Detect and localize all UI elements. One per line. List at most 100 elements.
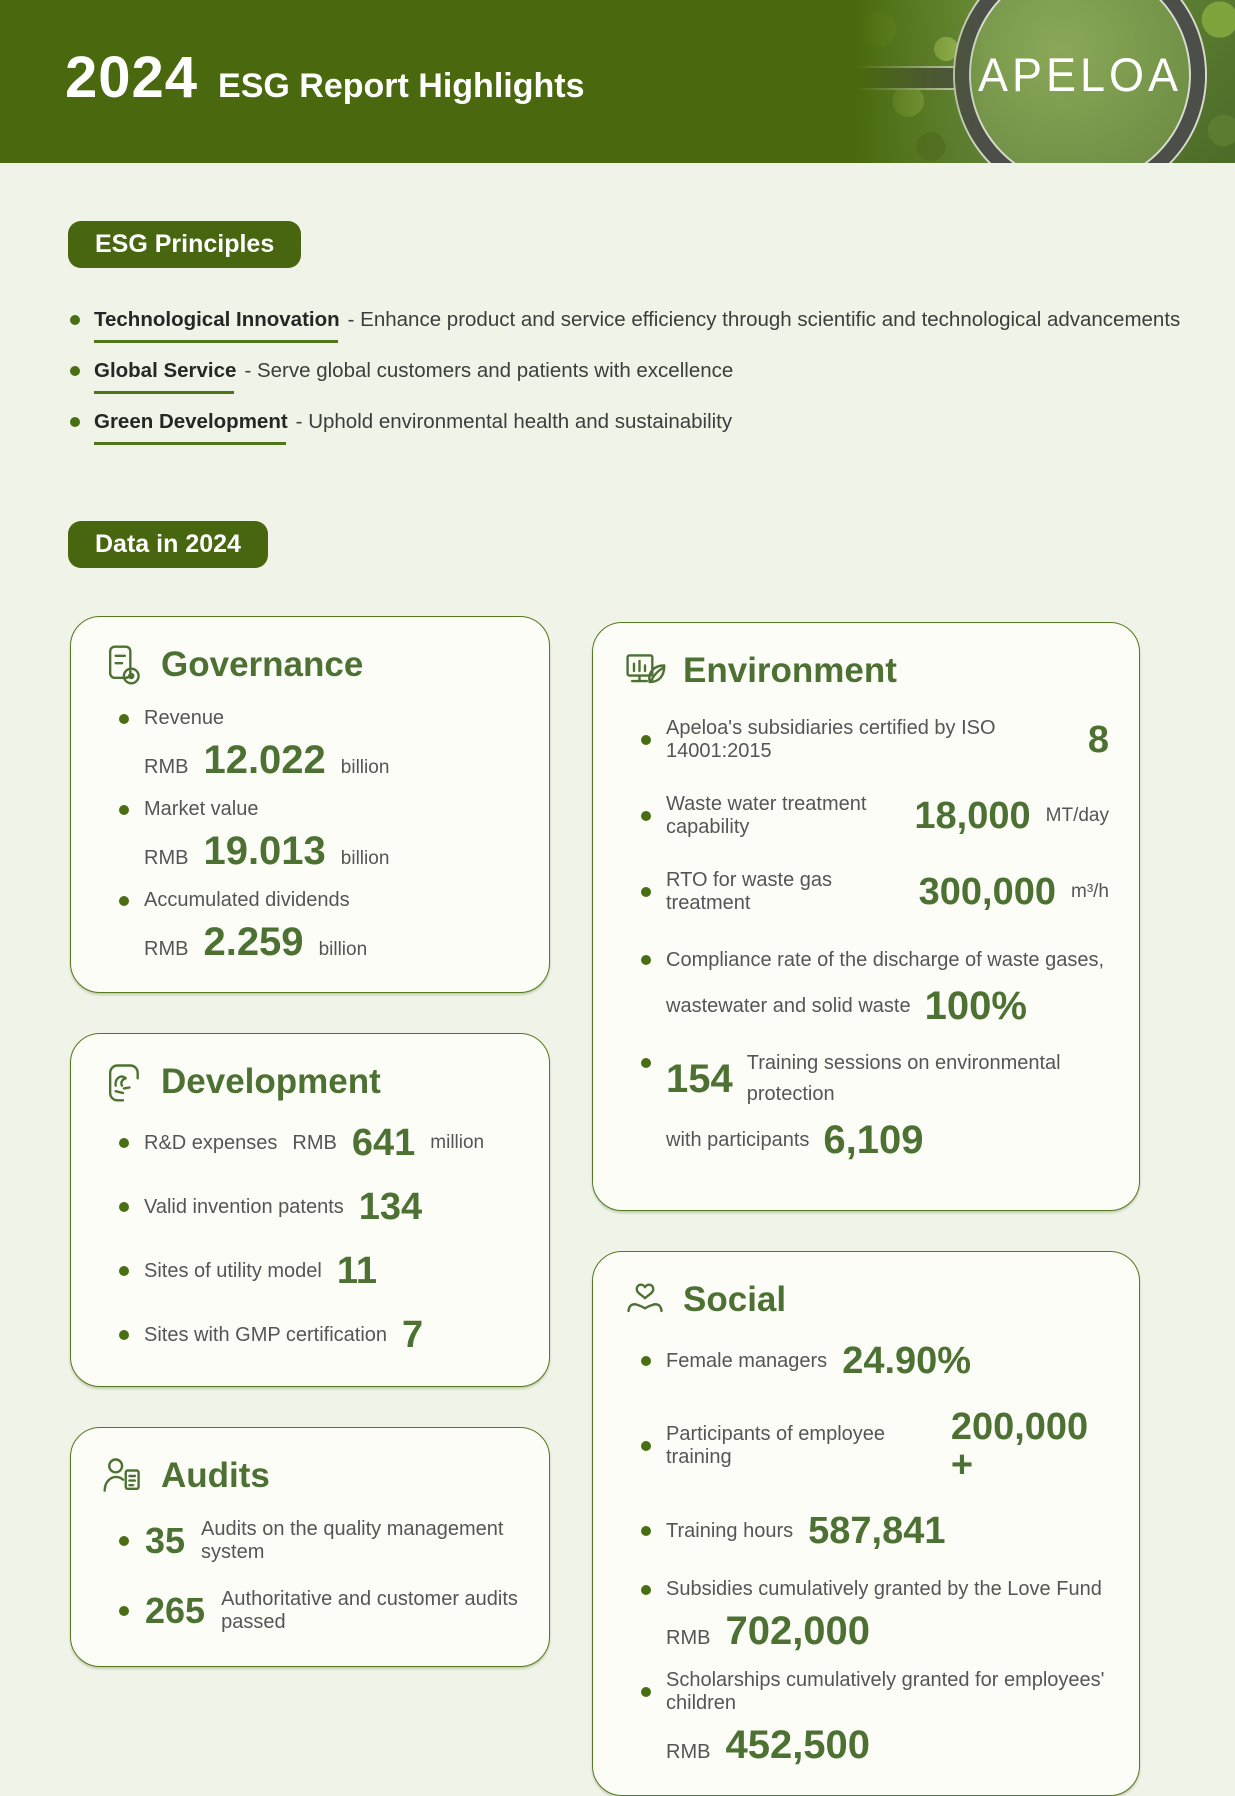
stat-value: 18,000 <box>914 795 1031 837</box>
bullet-icon <box>641 887 651 897</box>
report-year: 2024 <box>65 45 199 110</box>
stat-value: 300,000 <box>918 871 1056 913</box>
stat-value: 452,500 <box>725 1723 871 1767</box>
person-document-icon <box>101 1454 145 1498</box>
stat-value: 154 <box>666 1057 733 1101</box>
governance-card-header: Governance <box>101 643 519 687</box>
page-title: ESG Report Highlights <box>218 67 585 105</box>
left-column: Governance Revenue RMB 12.022 billion <box>70 616 550 1667</box>
stat-unit: MT/day <box>1045 805 1109 826</box>
right-column: Environment Apeloa's subsidiaries certif… <box>592 616 1140 1796</box>
bullet-icon <box>641 1526 651 1536</box>
currency-prefix: RMB <box>144 938 189 960</box>
apeloa-logo-circle: APELOA <box>955 0 1205 163</box>
page-header: 2024 ESG Report Highlights APELOA <box>0 0 1235 163</box>
stat-value: 19.013 <box>203 829 326 873</box>
stat-label: Audits on the quality management system <box>201 1518 504 1563</box>
stat-item: RTO for waste gas treatment 300,000 m³/h <box>641 869 1109 915</box>
bullet-icon <box>119 895 129 906</box>
stat-label: Authoritative and customer audits passed <box>221 1588 518 1633</box>
bullet-icon <box>641 1584 651 1595</box>
principles-list: Technological Innovation - Enhance produ… <box>70 308 1235 445</box>
principle-item: Global Service - Serve global customers … <box>70 359 1235 394</box>
social-card-body: Female managers 24.90% Participants of e… <box>623 1342 1109 1765</box>
bullet-icon <box>119 713 129 724</box>
development-card-header: Development <box>101 1060 519 1104</box>
stat-label: Revenue <box>144 707 225 729</box>
stat-value: 7 <box>402 1314 424 1356</box>
stat-item: Apeloa's subsidiaries certified by ISO 1… <box>641 717 1109 763</box>
stat-value: 12.022 <box>203 738 326 782</box>
bullet-icon <box>641 811 651 821</box>
stat-label: RTO for waste gas treatment <box>666 869 832 914</box>
stat-value: 11 <box>336 1250 378 1292</box>
stat-value: 265 <box>145 1590 206 1631</box>
apeloa-logo-text: APELOA <box>977 47 1183 102</box>
stat-item: Market value RMB 19.013 billion <box>119 798 519 871</box>
stat-item: 154 Training sessions on environmental p… <box>641 1048 1109 1160</box>
stat-label: Sites with GMP certification <box>144 1323 388 1346</box>
bullet-icon <box>70 315 80 325</box>
environment-card-header: Environment <box>623 649 1109 693</box>
stat-item: Waste water treatment capability 18,000 … <box>641 793 1109 839</box>
stat-label: Participants of employee training <box>666 1423 886 1468</box>
governance-card-title: Governance <box>161 645 364 684</box>
stat-label: Subsidies cumulatively granted by the Lo… <box>666 1578 1102 1600</box>
principle-description: - Serve global customers and patients wi… <box>244 359 734 382</box>
stat-value: 641 <box>351 1122 416 1164</box>
currency-prefix: RMB <box>666 1627 711 1649</box>
bullet-icon <box>119 804 129 815</box>
strength-arm-icon <box>101 1060 145 1104</box>
stat-value: 6,109 <box>823 1118 924 1162</box>
stat-item: Compliance rate of the discharge of wast… <box>641 945 1109 1026</box>
bullet-icon <box>641 955 651 965</box>
currency-prefix: RMB <box>144 847 189 869</box>
stat-label: R&D expenses <box>144 1131 278 1154</box>
stat-item: Scholarships cumulatively granted for em… <box>641 1669 1109 1765</box>
audits-card-title: Audits <box>161 1456 270 1495</box>
stat-item: R&D expenses RMB 641 million <box>119 1124 519 1162</box>
stat-item: 35 Audits on the quality management syst… <box>119 1518 519 1564</box>
stat-label: Compliance rate of the discharge of wast… <box>666 949 1105 971</box>
stat-item: 265 Authoritative and customer audits pa… <box>119 1588 519 1634</box>
stat-value: 702,000 <box>725 1609 871 1653</box>
principle-term: Technological Innovation <box>94 308 340 343</box>
principle-item: Green Development - Uphold environmental… <box>70 410 1235 445</box>
bullet-icon <box>641 1058 651 1068</box>
stat-label: Market value <box>144 798 259 820</box>
stat-item: Sites with GMP certification 7 <box>119 1316 519 1354</box>
currency-prefix: RMB <box>292 1131 337 1154</box>
bullet-icon <box>641 1687 651 1697</box>
governance-card-body: Revenue RMB 12.022 billion Market value … <box>101 707 519 962</box>
monitor-leaf-icon <box>623 649 667 693</box>
bullet-icon <box>70 417 80 427</box>
bullet-icon <box>119 1536 129 1546</box>
bullet-icon <box>119 1202 129 1212</box>
stat-unit: million <box>430 1132 485 1153</box>
stat-unit: m³/h <box>1071 881 1109 902</box>
stat-unit: billion <box>340 757 390 778</box>
stat-label: Valid invention patents <box>144 1195 344 1218</box>
stat-item: Participants of employee training 200,00… <box>641 1408 1109 1484</box>
stat-label: with participants <box>666 1128 810 1151</box>
document-gear-icon <box>101 643 145 687</box>
development-card: Development R&D expenses RMB 641 million… <box>70 1033 550 1387</box>
stat-label: Training sessions on environmental prote… <box>746 1052 1061 1105</box>
bullet-icon <box>641 1441 651 1451</box>
bullet-icon <box>641 1356 651 1366</box>
principle-description: - Uphold environmental health and sustai… <box>295 410 733 433</box>
stat-value: 2.259 <box>203 920 304 964</box>
stat-value: 100% <box>924 984 1027 1028</box>
governance-card: Governance Revenue RMB 12.022 billion <box>70 616 550 993</box>
audits-card: Audits 35 Audits on the quality manageme… <box>70 1427 550 1667</box>
stat-value: 24.90% <box>842 1340 972 1382</box>
stat-unit: billion <box>340 848 390 869</box>
stat-label: Training hours <box>666 1519 794 1542</box>
stat-item: Sites of utility model 11 <box>119 1252 519 1290</box>
stat-label: Waste water treatment capability <box>666 793 867 838</box>
stat-label: Sites of utility model <box>144 1259 322 1282</box>
environment-card-title: Environment <box>683 651 897 690</box>
environment-card: Environment Apeloa's subsidiaries certif… <box>592 622 1140 1211</box>
bullet-icon <box>119 1330 129 1340</box>
stat-label: wastewater and solid waste <box>666 994 911 1017</box>
